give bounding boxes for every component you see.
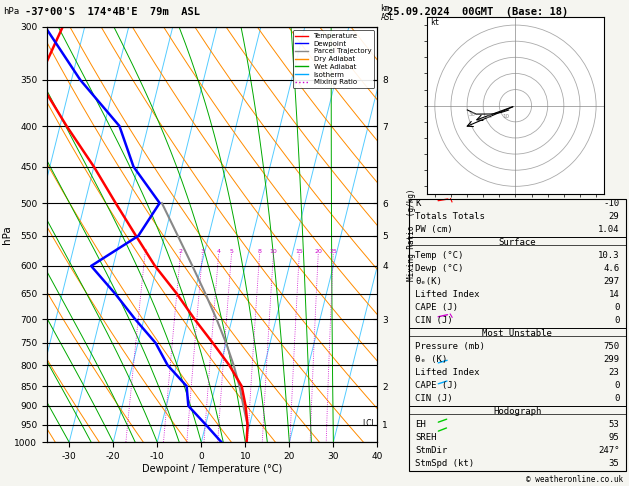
Text: 2: 2 — [179, 249, 182, 254]
Text: -10: -10 — [603, 199, 620, 208]
Text: 4: 4 — [216, 249, 221, 254]
Text: 1.04: 1.04 — [598, 225, 620, 234]
Text: θₑ (K): θₑ (K) — [415, 355, 448, 364]
Text: kt: kt — [430, 18, 439, 27]
Text: SREH: SREH — [415, 433, 437, 442]
Text: 10: 10 — [269, 249, 277, 254]
Text: 30: 30 — [469, 112, 476, 118]
Text: StmSpd (kt): StmSpd (kt) — [415, 459, 474, 468]
Y-axis label: hPa: hPa — [2, 225, 12, 244]
Text: Mixing Ratio  (g/kg): Mixing Ratio (g/kg) — [408, 188, 416, 281]
Text: 297: 297 — [603, 277, 620, 286]
Text: 29: 29 — [609, 212, 620, 221]
Text: 0: 0 — [614, 381, 620, 390]
Text: 20: 20 — [314, 249, 322, 254]
Text: 4.6: 4.6 — [603, 264, 620, 273]
Text: PW (cm): PW (cm) — [415, 225, 453, 234]
Text: CIN (J): CIN (J) — [415, 394, 453, 403]
Text: 25.09.2024  00GMT  (Base: 18): 25.09.2024 00GMT (Base: 18) — [387, 7, 568, 17]
Text: -37°00'S  174°4B'E  79m  ASL: -37°00'S 174°4B'E 79m ASL — [25, 7, 200, 17]
Text: CIN (J): CIN (J) — [415, 316, 453, 325]
Text: 3: 3 — [201, 249, 204, 254]
Text: θₑ(K): θₑ(K) — [415, 277, 442, 286]
Text: 0: 0 — [614, 303, 620, 312]
Text: CAPE (J): CAPE (J) — [415, 303, 459, 312]
Text: © weatheronline.co.uk: © weatheronline.co.uk — [526, 474, 623, 484]
Text: hPa: hPa — [3, 7, 19, 17]
X-axis label: Dewpoint / Temperature (°C): Dewpoint / Temperature (°C) — [142, 464, 282, 474]
Text: EH: EH — [415, 420, 426, 429]
Text: Lifted Index: Lifted Index — [415, 368, 480, 377]
Text: Most Unstable: Most Unstable — [482, 329, 552, 338]
Text: 35: 35 — [609, 459, 620, 468]
Text: LCL: LCL — [362, 419, 376, 428]
Text: CAPE (J): CAPE (J) — [415, 381, 459, 390]
Legend: Temperature, Dewpoint, Parcel Trajectory, Dry Adiabat, Wet Adiabat, Isotherm, Mi: Temperature, Dewpoint, Parcel Trajectory… — [292, 30, 374, 88]
Text: 299: 299 — [603, 355, 620, 364]
Text: km
ASL: km ASL — [381, 4, 394, 22]
Text: 15: 15 — [296, 249, 303, 254]
Text: Dewp (°C): Dewp (°C) — [415, 264, 464, 273]
Text: K: K — [415, 199, 421, 208]
Text: Surface: Surface — [499, 238, 536, 247]
Text: Totals Totals: Totals Totals — [415, 212, 485, 221]
Text: 0: 0 — [614, 394, 620, 403]
Text: 10.3: 10.3 — [598, 251, 620, 260]
Text: 25: 25 — [330, 249, 337, 254]
Text: 53: 53 — [609, 420, 620, 429]
Text: 95: 95 — [609, 433, 620, 442]
Text: 5: 5 — [230, 249, 233, 254]
Text: 247°: 247° — [598, 446, 620, 455]
Text: Hodograph: Hodograph — [493, 407, 542, 416]
Text: 0: 0 — [614, 316, 620, 325]
Text: 750: 750 — [603, 342, 620, 351]
Text: 8: 8 — [258, 249, 262, 254]
Text: Temp (°C): Temp (°C) — [415, 251, 464, 260]
Text: Pressure (mb): Pressure (mb) — [415, 342, 485, 351]
Text: 1: 1 — [143, 249, 147, 254]
Text: 14: 14 — [609, 290, 620, 299]
Text: 20: 20 — [486, 114, 493, 119]
Text: Lifted Index: Lifted Index — [415, 290, 480, 299]
Text: 10: 10 — [502, 114, 509, 119]
Text: 23: 23 — [609, 368, 620, 377]
Text: StmDir: StmDir — [415, 446, 448, 455]
